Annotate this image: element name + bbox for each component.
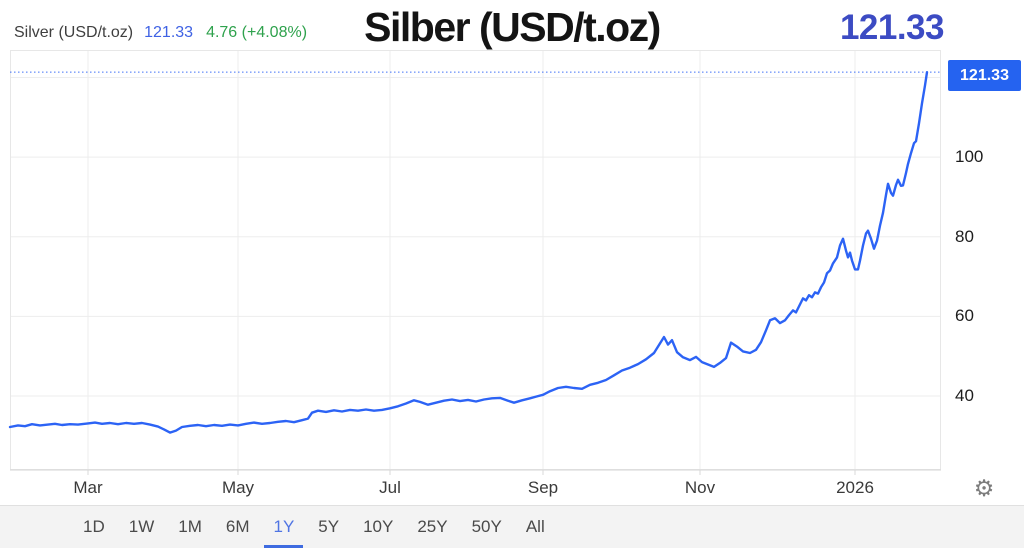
x-axis-label: Mar	[73, 478, 103, 497]
range-button-1d[interactable]: 1D	[83, 517, 105, 536]
price-line	[8, 71, 929, 434]
plot-border	[10, 50, 941, 470]
range-button-all[interactable]: All	[525, 517, 545, 536]
y-axis-label: 80	[955, 226, 974, 246]
x-axis-label: May	[221, 478, 255, 497]
range-toolbar: 1D 1W 1M 6M 1Y 5Y 10Y 25Y 50Y All	[0, 505, 1024, 548]
big-price-readout: 121.33	[839, 8, 945, 47]
range-button-10y[interactable]: 10Y	[363, 517, 394, 536]
price-change: 4.76 (+4.08%)	[206, 24, 308, 41]
y-axis-label: 60	[955, 306, 974, 326]
y-axis-label: 40	[955, 385, 974, 405]
x-axis-label: Nov	[684, 478, 716, 497]
current-price-label: 121.33	[948, 60, 1021, 91]
y-axis-label: 100	[955, 147, 984, 167]
range-button-1y[interactable]: 1Y	[264, 506, 304, 548]
range-button-6m[interactable]: 6M	[225, 517, 250, 536]
quote-summary: Silver (USD/t.oz) 121.33 4.76 (+4.08%)	[14, 24, 307, 42]
x-axis-label: Jul	[379, 478, 401, 497]
symbol-name: Silver (USD/t.oz)	[14, 24, 134, 41]
x-axis-label: 2026	[836, 478, 874, 497]
range-button-25y[interactable]: 25Y	[417, 517, 448, 536]
x-axis-label: Sep	[527, 478, 559, 497]
range-button-5y[interactable]: 5Y	[318, 517, 340, 536]
chart-title: Silber (USD/t.oz)	[364, 4, 661, 50]
range-button-50y[interactable]: 50Y	[471, 517, 502, 536]
settings-gear-icon[interactable]: ⚙	[973, 475, 995, 501]
range-button-1w[interactable]: 1W	[128, 517, 155, 536]
range-button-1m[interactable]: 1M	[178, 517, 202, 536]
last-price: 121.33	[144, 24, 194, 41]
